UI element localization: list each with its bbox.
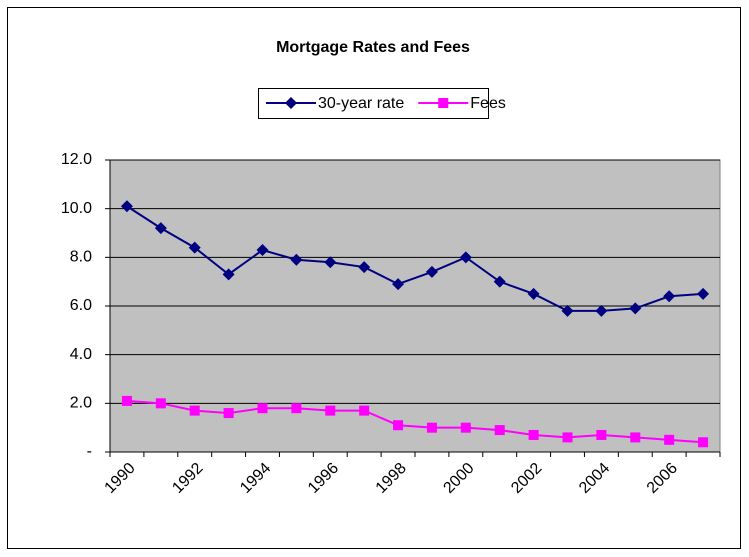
data-point: [460, 422, 471, 433]
data-point: [324, 256, 337, 269]
y-tick-label: 6.0: [70, 297, 92, 314]
data-point: [154, 222, 167, 235]
data-point: [459, 251, 472, 264]
data-point: [426, 422, 437, 433]
data-point: [392, 278, 405, 291]
data-point: [630, 432, 641, 443]
data-point: [189, 405, 200, 416]
data-point: [697, 287, 710, 300]
series-line: [126, 205, 704, 312]
chart-title: Mortgage Rates and Fees: [276, 39, 470, 56]
data-point: [359, 405, 370, 416]
legend-label: Fees: [470, 95, 506, 112]
data-point: [629, 302, 642, 315]
data-point: [664, 434, 675, 445]
y-tick-label: -: [87, 443, 92, 460]
y-tick-label: 4.0: [70, 346, 92, 363]
data-point: [528, 429, 539, 440]
legend-label: 30-year rate: [318, 95, 404, 112]
data-point: [155, 398, 166, 409]
data-point: [223, 408, 234, 419]
data-point: [425, 265, 438, 278]
data-point: [561, 304, 574, 317]
data-point: [494, 425, 505, 436]
legend-marker: [285, 97, 297, 109]
series-line: [126, 399, 704, 444]
data-point: [698, 437, 709, 448]
data-point: [358, 261, 371, 274]
y-tick-label: 12.0: [61, 151, 92, 168]
data-point: [596, 429, 607, 440]
data-point: [121, 395, 132, 406]
data-point: [222, 268, 235, 281]
data-point: [493, 275, 506, 288]
data-point: [527, 287, 540, 300]
data-point: [663, 290, 676, 303]
data-point: [595, 304, 608, 317]
data-point: [256, 244, 269, 257]
legend-marker: [438, 98, 449, 108]
data-point: [325, 405, 336, 416]
data-point: [562, 432, 573, 443]
y-tick-label: 10.0: [61, 200, 92, 217]
data-point: [290, 253, 303, 266]
y-tick-label: 2.0: [70, 395, 92, 412]
data-point: [393, 420, 404, 431]
data-point: [120, 200, 133, 213]
data-point: [257, 403, 268, 414]
y-tick-label: 8.0: [70, 249, 92, 266]
data-point: [188, 241, 201, 254]
data-point: [291, 403, 302, 414]
